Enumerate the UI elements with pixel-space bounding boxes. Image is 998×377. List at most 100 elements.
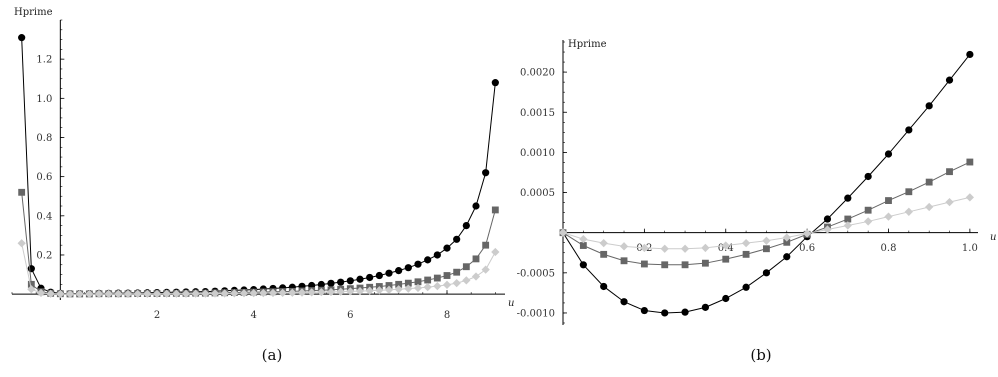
panel-a-data-point (404, 264, 412, 272)
panel-a-data-point (220, 289, 229, 298)
panel-a-data-point (395, 280, 403, 288)
panel-a-data-point (18, 34, 26, 42)
panel-a-data-point (481, 265, 490, 274)
panel-b-data-point (701, 243, 710, 253)
panel-a-data-point (414, 260, 422, 268)
panel-b-data-point (721, 241, 730, 250)
panel-b-chart: -0.0010 -0.0005 0.0005 0.0010 0.0015 0.0020 0.… (517, 39, 997, 364)
panel-a-data-point (94, 289, 104, 299)
panel-b-data-point (600, 282, 608, 291)
panel-b-y-tick-label: 0.0010 (520, 148, 555, 159)
panel-a-data-point (317, 288, 326, 297)
panel-a-data-point (307, 288, 316, 297)
panel-b-x-tick-label: 0.8 (881, 243, 897, 254)
panel-a-x-tick-label: 8 (444, 310, 450, 321)
panel-b-data-point (844, 194, 852, 202)
panel-b-data-point (864, 172, 872, 181)
panel-b-series-1 (559, 50, 974, 317)
panel-a-series-3 (17, 239, 500, 299)
panel-b-y-tick-label: -0.0005 (517, 268, 555, 279)
panel-a-series-2 (18, 188, 499, 298)
panel-b-data-point (925, 202, 934, 212)
panel-b-data-point (600, 250, 608, 258)
panel-a-data-point (491, 247, 500, 257)
panel-a-series-line (21, 37, 496, 295)
panel-a-data-point (268, 288, 278, 298)
panel-a-data-point (375, 286, 384, 295)
panel-a-data-point (385, 269, 393, 277)
panel-b-x-tick-label: 0.6 (799, 243, 815, 254)
panel-b-y-tick-label: -0.0010 (517, 308, 555, 319)
panel-a-data-point (297, 288, 307, 297)
panel-a-data-point (491, 206, 499, 214)
panel-a-data-point (123, 289, 133, 299)
panel-a-data-point (394, 285, 403, 294)
panel-a-data-point (27, 280, 35, 288)
panel-a-data-point (172, 289, 181, 298)
panel-b-data-point (579, 234, 588, 244)
panel-b-data-point (843, 221, 852, 230)
panel-a-series (17, 34, 500, 299)
panel-a-data-point (482, 169, 490, 177)
panel-b-data-point (661, 261, 669, 269)
panel-a-data-point (424, 256, 432, 264)
panel-b-data-point (966, 158, 974, 166)
panel-b-data-point (722, 255, 730, 263)
panel-b-data-point (905, 126, 913, 134)
panel-b-data-point (783, 253, 791, 261)
panel-b-data-point (802, 229, 812, 238)
panel-a-series-1 (18, 34, 499, 298)
panel-a-x-tick-label: 4 (250, 310, 256, 321)
panel-b-data-point (864, 206, 872, 214)
panel-b-caption: (b) (750, 346, 771, 364)
panel-a-ticks: 0.2 0.4 0.6 0.8 1.0 1.2 2 4 6 8 (11, 19, 496, 321)
panel-b-data-point (925, 102, 933, 110)
panel-a-data-point (17, 239, 26, 248)
panel-a-data-point (414, 278, 422, 286)
panel-a-data-point (462, 276, 471, 285)
panel-a-data-point (104, 289, 113, 299)
panel-a-data-point (75, 289, 84, 299)
panel-b-data-point (925, 178, 933, 186)
panel-a-data-point (191, 289, 200, 298)
panel-b-data-point (599, 238, 608, 248)
panel-a-data-point (114, 289, 123, 299)
panel-b-y-tick-label: 0.0020 (520, 68, 555, 79)
panel-b-data-point (579, 242, 587, 249)
panel-a-data-point (443, 272, 451, 279)
panel-b-data-point (783, 238, 791, 246)
panel-a-data-point (239, 289, 249, 298)
panel-b-xlabel: u (990, 232, 996, 243)
panel-b-data-point (660, 244, 669, 253)
panel-a-data-point (133, 289, 142, 298)
panel-b-data-point (763, 245, 770, 253)
panel-b-data-point (701, 259, 709, 267)
panel-a-data-point (404, 284, 413, 293)
panel-b-data-point (681, 261, 689, 269)
panel-a-data-point (85, 289, 94, 299)
panel-a-data-point (442, 280, 452, 289)
panel-b-data-point (966, 50, 974, 59)
panel-a-data-point (210, 289, 220, 298)
panel-a-data-point (433, 251, 441, 259)
panel-a-data-point (317, 280, 325, 289)
panel-a-data-point (327, 279, 335, 287)
panel-b-data-point (905, 188, 913, 196)
panel-a-y-tick-label: 1.2 (36, 55, 52, 66)
panel-b-data-point (782, 233, 791, 242)
panel-b-y-tick-label: 0.0005 (520, 188, 555, 199)
panel-a-y-tick-label: 0.8 (36, 133, 52, 144)
panel-a-data-point (181, 289, 191, 298)
panel-a-data-point (452, 279, 461, 288)
panel-a-data-point (65, 289, 75, 299)
panel-a-data-point (423, 282, 432, 292)
panel-a-data-point (162, 289, 171, 298)
panel-b-data-point (742, 283, 750, 291)
panel-a-data-point (385, 282, 393, 289)
panel-a-data-point (453, 235, 461, 243)
panel-a-data-point (278, 288, 287, 297)
panel-a-data-point (46, 289, 55, 298)
panel-a-data-point (18, 188, 26, 196)
panel-a-data-point (462, 263, 470, 271)
